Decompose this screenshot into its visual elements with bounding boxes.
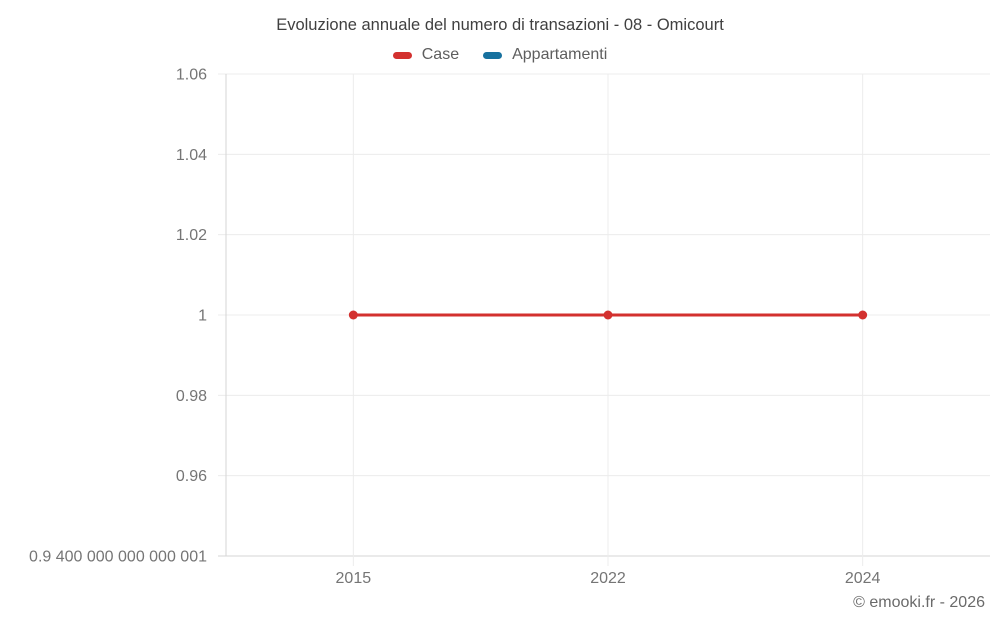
y-tick-label: 1.02: [176, 227, 207, 244]
legend-item-appartamenti[interactable]: Appartamenti: [483, 46, 607, 64]
y-tick-label: 0.9 400 000 000 000 001: [29, 549, 207, 566]
copyright-footer: © emooki.fr - 2026: [853, 594, 985, 611]
x-tick-label: 2015: [336, 570, 372, 587]
data-point-case[interactable]: [603, 310, 613, 320]
legend-item-case[interactable]: Case: [392, 46, 460, 64]
y-tick-label: 0.96: [176, 468, 207, 485]
x-tick-label: 2024: [845, 570, 881, 587]
y-tick-label: 1: [198, 308, 207, 325]
x-tick-label: 2022: [590, 570, 626, 587]
y-tick-label: 1.04: [176, 147, 207, 164]
legend-label-case: Case: [421, 46, 460, 63]
y-tick-label: 0.98: [176, 388, 207, 405]
chart-title: Evoluzione annuale del numero di transaz…: [276, 16, 724, 34]
legend-label-appartamenti: Appartamenti: [512, 46, 608, 63]
y-tick-label: 1.06: [176, 67, 207, 84]
appartamenti-series-swatch-icon: [483, 51, 503, 59]
legend: Case Appartamenti: [0, 46, 1000, 64]
data-point-case[interactable]: [348, 310, 358, 320]
case-series-swatch-icon: [392, 51, 412, 59]
data-point-case[interactable]: [858, 310, 868, 320]
